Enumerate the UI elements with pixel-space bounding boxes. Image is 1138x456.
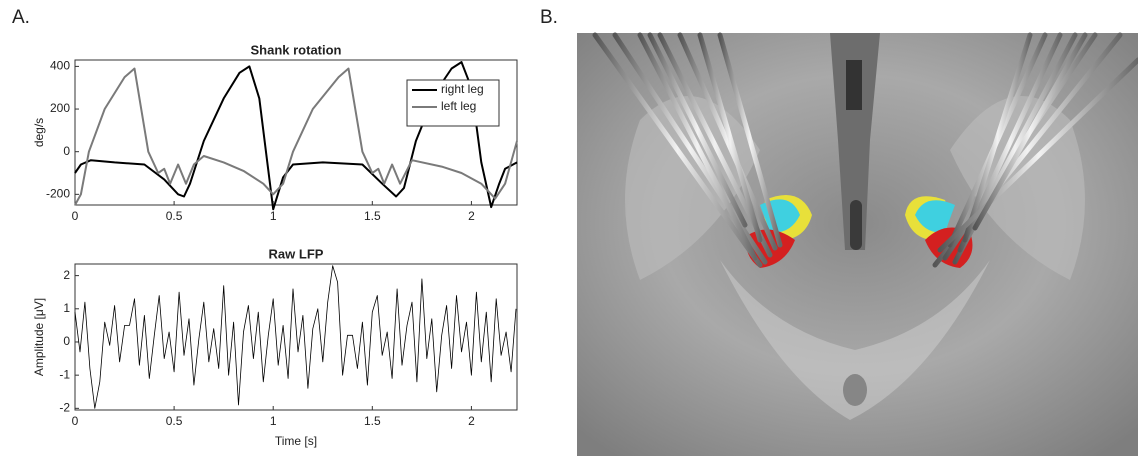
x-tick-label: 0: [72, 414, 79, 428]
brain-image: [577, 32, 1138, 456]
panel-label: B.: [540, 7, 558, 28]
legend-box: [406, 79, 500, 127]
x-tick-label: 0.5: [166, 209, 183, 223]
x-tick-label: 1.5: [364, 414, 381, 428]
data-line: [74, 67, 518, 206]
y-tick-label: 0: [63, 144, 70, 158]
x-tick-label: 2: [468, 209, 475, 223]
panel-label: A.: [12, 7, 30, 28]
legend-label: right leg: [441, 82, 484, 96]
y-tick-label: 0: [63, 334, 70, 348]
y-tick-label: 2: [63, 268, 70, 282]
x-tick-label: 1: [270, 209, 277, 223]
y-tick-label: -2: [59, 401, 70, 415]
y-tick-label: -1: [59, 367, 70, 381]
x-axis-label: Time [s]: [275, 434, 317, 448]
x-tick-label: 2: [468, 414, 475, 428]
y-tick-label: 200: [50, 101, 70, 115]
y-tick-label: 400: [50, 59, 70, 73]
plot-area: [74, 263, 518, 411]
y-axis-label: deg/s: [32, 118, 46, 147]
x-tick-label: 0.5: [166, 414, 183, 428]
x-tick-label: 1: [270, 414, 277, 428]
legend-label: left leg: [441, 99, 476, 113]
x-tick-label: 0: [72, 209, 79, 223]
data-line: [74, 61, 518, 211]
y-tick-label: -200: [46, 187, 70, 201]
x-tick-label: 1.5: [364, 209, 381, 223]
data-line: [74, 265, 517, 409]
chart-title: Shank rotation: [250, 42, 341, 57]
y-axis-label: Amplitude [μV]: [32, 298, 46, 376]
y-tick-label: 1: [63, 301, 70, 315]
chart-title: Raw LFP: [269, 246, 324, 261]
